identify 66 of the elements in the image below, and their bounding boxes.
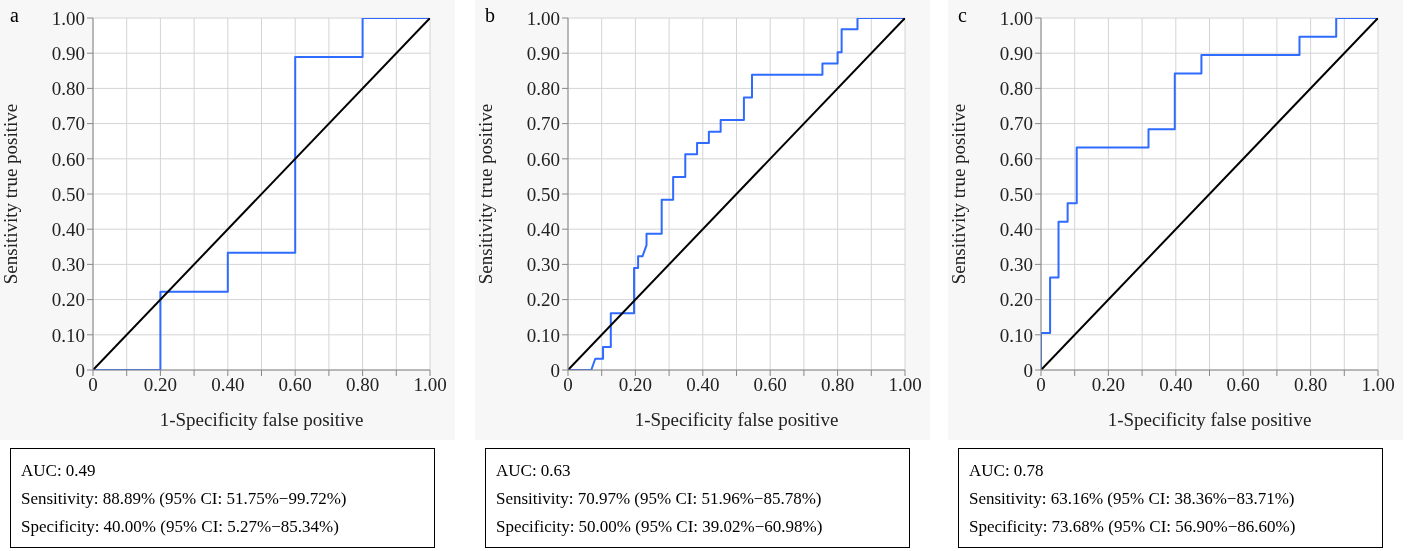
text: Specificity: 73.68% (95% CI: 56.90%−86.60%) [969, 516, 1297, 538]
y-tick-label: 0.70 [51, 113, 85, 135]
text: Sensitivity: 88.89% (95% CI: 51.75%−99.72%) [21, 488, 348, 510]
x-tick-label: 0.60 [1226, 374, 1260, 396]
x-tick-label: 0.20 [1091, 374, 1126, 396]
y-tick-label: 0.50 [51, 183, 85, 205]
y-tick-label: 0.70 [526, 113, 560, 135]
text: AUC: 0.78 [969, 460, 1045, 482]
y-tick-label: 1.00 [999, 7, 1033, 29]
x-tick-label: 0.20 [143, 374, 178, 396]
y-tick-label: 0 [550, 359, 560, 381]
x-tick-label: 1.00 [413, 374, 447, 396]
y-tick-label: 0.60 [999, 148, 1033, 170]
chart-title: a [10, 4, 19, 27]
y-tick-label: 0.10 [526, 324, 560, 346]
x-tick-label: 0.80 [1293, 374, 1328, 396]
y-tick-label: 0.60 [526, 148, 560, 170]
text: AUC: 0.63 [496, 460, 572, 482]
y-tick-label: 0.90 [999, 42, 1033, 64]
y-tick-label: 0.80 [51, 78, 85, 100]
y-tick-label: 1.00 [526, 7, 560, 29]
x-tick-label: 0.40 [686, 374, 720, 396]
y-tick-label: 0.60 [51, 148, 85, 170]
y-tick-label: 0.90 [51, 42, 85, 64]
y-tick-label: 1.00 [51, 7, 85, 29]
y-tick-label: 0.10 [999, 324, 1033, 346]
x-axis-title: 1-Specificity false positive [1107, 409, 1312, 430]
x-tick-label: 0.80 [820, 374, 855, 396]
y-tick-label: 0.40 [526, 218, 560, 240]
y-axis-title: Sensitivity true positive [0, 103, 21, 285]
x-tick-label: 0.60 [753, 374, 787, 396]
x-tick-label: 1.00 [888, 374, 922, 396]
y-tick-label: 0.80 [999, 78, 1033, 100]
y-tick-label: 0.30 [999, 254, 1033, 276]
y-tick-label: 0.30 [526, 254, 560, 276]
y-tick-label: 0.10 [51, 324, 85, 346]
text: AUC: 0.49 [21, 460, 97, 482]
chart-title: c [958, 4, 967, 27]
text: Specificity: 40.00% (95% CI: 5.27%−85.34%) [21, 516, 340, 538]
text: Sensitivity: 70.97% (95% CI: 51.96%−85.78%) [496, 488, 823, 510]
y-tick-label: 0.30 [51, 254, 85, 276]
x-tick-label: 0.20 [618, 374, 653, 396]
x-tick-label: 0.40 [211, 374, 245, 396]
x-axis-title: 1-Specificity false positive [634, 409, 839, 430]
y-axis-title: Sensitivity true positive [474, 103, 496, 285]
y-tick-label: 0.50 [526, 183, 560, 205]
y-tick-label: 0 [1023, 359, 1033, 381]
y-tick-label: 0.40 [999, 218, 1033, 240]
x-axis-title: 1-Specificity false positive [159, 409, 364, 430]
y-tick-label: 0.50 [999, 183, 1033, 205]
x-tick-label: 0.80 [345, 374, 380, 396]
x-tick-label: 0.40 [1159, 374, 1193, 396]
y-tick-label: 0.40 [51, 218, 85, 240]
text: Sensitivity: 63.16% (95% CI: 38.36%−83.71%) [969, 488, 1296, 510]
y-tick-label: 0.90 [526, 42, 560, 64]
y-tick-label: 0.80 [526, 78, 560, 100]
y-tick-label: 0.20 [51, 289, 85, 311]
y-tick-label: 0.20 [526, 289, 560, 311]
y-tick-label: 0.70 [999, 113, 1033, 135]
y-axis-title: Sensitivity true positive [947, 103, 969, 285]
y-tick-label: 0 [75, 359, 85, 381]
text: Specificity: 50.00% (95% CI: 39.02%−60.98%) [496, 516, 824, 538]
x-tick-label: 0.60 [278, 374, 312, 396]
chart-title: b [485, 4, 495, 27]
x-tick-label: 1.00 [1361, 374, 1395, 396]
y-tick-label: 0.20 [999, 289, 1033, 311]
